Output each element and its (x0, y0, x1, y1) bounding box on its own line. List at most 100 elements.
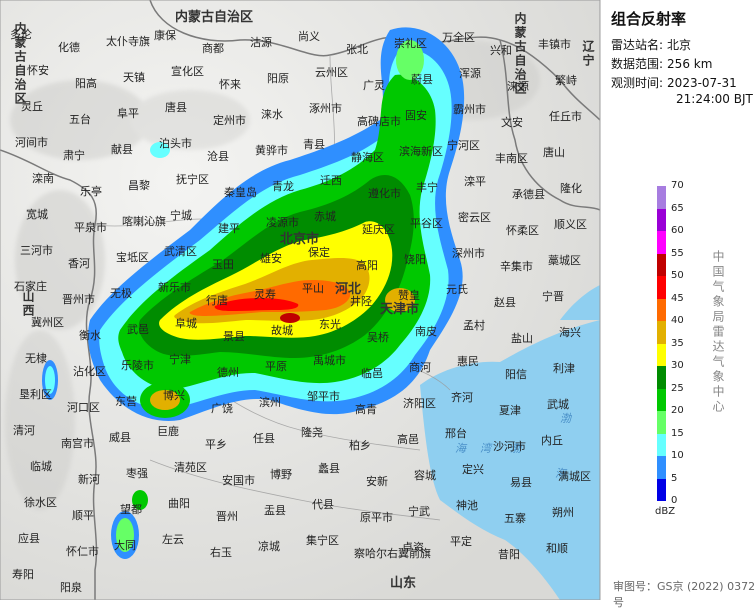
place-label: 青县 (303, 138, 325, 151)
place-label: 定州市 (213, 114, 246, 127)
place-label: 抚宁区 (176, 173, 209, 186)
legend-label-0: 0 (671, 495, 678, 506)
place-label: 东营 (115, 395, 137, 408)
place-label: 晋州 (216, 510, 238, 523)
place-label: 迁西 (320, 174, 342, 187)
place-label: 易县 (510, 476, 532, 489)
legend-label-15: 15 (671, 427, 684, 439)
place-label: 阜城 (175, 317, 197, 330)
place-label: 青龙 (272, 180, 294, 193)
place-label: 武邑 (127, 323, 149, 336)
province-label-nm-left: 内蒙古自治区 (13, 22, 27, 106)
place-label: 唐县 (165, 101, 187, 114)
place-label: 河口区 (67, 401, 100, 414)
place-label: 石家庄 (14, 280, 47, 293)
province-label-shandong: 山东 (390, 576, 417, 591)
place-label: 肃宁 (63, 149, 85, 162)
place-label: 宁晋 (542, 290, 564, 303)
time-clock: 21:24:00 BJT (676, 92, 753, 106)
legend-swatch-60 (657, 231, 666, 254)
legend-label-35: 35 (671, 337, 684, 349)
place-label: 太仆寺旗 (106, 35, 150, 48)
legend-swatch-55 (657, 253, 666, 276)
range-label: 数据范围: (611, 57, 664, 71)
sea-label-4: 渤 (510, 442, 521, 455)
radar-map[interactable]: 内蒙古自治区 内蒙古自治区 内蒙古自治区 辽宁 河北 北京市 天津市 山西 山东… (0, 0, 600, 600)
place-label: 商河 (409, 361, 431, 374)
place-label: 高邑 (397, 433, 419, 446)
time-row: 观测时间: 2023-07-31 (611, 74, 737, 91)
place-label: 安新 (366, 475, 388, 488)
map-base (0, 0, 600, 600)
place-label: 宁城 (170, 209, 192, 222)
place-label: 怀柔区 (506, 224, 539, 237)
place-label: 东光 (319, 318, 341, 331)
place-label: 阳高 (75, 77, 97, 90)
place-label: 沾化区 (73, 365, 106, 378)
place-label: 柏乡 (349, 439, 371, 452)
place-label: 滦南 (32, 172, 54, 185)
province-label-shanxi: 山西 (21, 290, 35, 318)
place-label: 玉田 (212, 258, 234, 271)
place-label: 衡水 (79, 329, 101, 342)
legend-swatch-50 (657, 276, 666, 299)
approval-number: 审图号：GS京 (2022) 0372号 (613, 580, 756, 609)
place-label: 黄骅市 (255, 144, 288, 157)
place-label: 沧县 (207, 150, 229, 163)
place-label: 高青 (355, 403, 377, 416)
place-label: 兴和 (490, 44, 512, 57)
place-label: 利津 (553, 362, 575, 375)
radar-echo-layer (42, 27, 465, 559)
province-label-liaoning: 辽宁 (581, 40, 595, 68)
place-label: 蠡县 (318, 462, 340, 475)
place-label: 望都 (120, 503, 142, 516)
place-label: 南皮 (415, 325, 437, 338)
place-label: 静海区 (351, 151, 384, 164)
place-label: 怀仁市 (66, 545, 99, 558)
legend-colorbar (657, 186, 666, 501)
place-label: 河间市 (15, 136, 48, 149)
place-label: 顺义区 (554, 218, 587, 231)
place-label: 保定 (308, 246, 330, 259)
place-label: 藁城区 (548, 254, 581, 267)
place-label: 灵丘 (21, 100, 43, 113)
place-label: 无棣 (25, 352, 47, 365)
legend-swatch-30 (657, 366, 666, 389)
province-label-hebei: 河北 (335, 282, 362, 297)
place-label: 定兴 (462, 463, 484, 476)
credit-text: 中国气象局雷达气象中心 (711, 250, 725, 415)
place-label: 沙河市 (493, 440, 526, 453)
station-row: 雷达站名: 北京 (611, 36, 691, 53)
place-label: 察哈尔右翼前旗 (354, 547, 431, 560)
place-label: 任丘市 (549, 110, 582, 123)
place-label: 蔚县 (411, 73, 433, 86)
place-label: 容城 (414, 469, 436, 482)
place-label: 繁峙 (555, 74, 577, 87)
place-label: 安国市 (222, 474, 255, 487)
place-label: 五台 (69, 113, 91, 126)
place-label: 任县 (253, 432, 275, 445)
legend-label-70: 70 (671, 180, 684, 191)
place-label: 平山 (302, 282, 324, 295)
place-label: 雄安 (260, 252, 282, 265)
place-label: 枣强 (126, 467, 148, 480)
place-label: 涞源 (507, 80, 529, 93)
place-label: 宁河区 (447, 139, 480, 152)
place-label: 赞皇 (398, 289, 420, 302)
place-label: 清河 (13, 424, 35, 437)
place-label: 深州市 (452, 247, 485, 260)
place-label: 垦利区 (19, 388, 52, 401)
place-label: 代县 (312, 498, 334, 511)
place-label: 辛集市 (500, 260, 533, 273)
legend-label-65: 65 (671, 202, 684, 214)
place-label: 威县 (109, 431, 131, 444)
place-label: 遵化市 (368, 187, 401, 200)
legend-swatch-65 (657, 208, 666, 231)
sea-label-3: 湾 (480, 442, 491, 455)
place-label: 康保 (154, 29, 176, 42)
place-label: 和顺 (546, 542, 568, 555)
sea-label-5: 海 (555, 467, 566, 480)
place-label: 左云 (162, 533, 184, 546)
legend-label-10: 10 (671, 450, 684, 461)
place-label: 邢台 (445, 427, 467, 440)
